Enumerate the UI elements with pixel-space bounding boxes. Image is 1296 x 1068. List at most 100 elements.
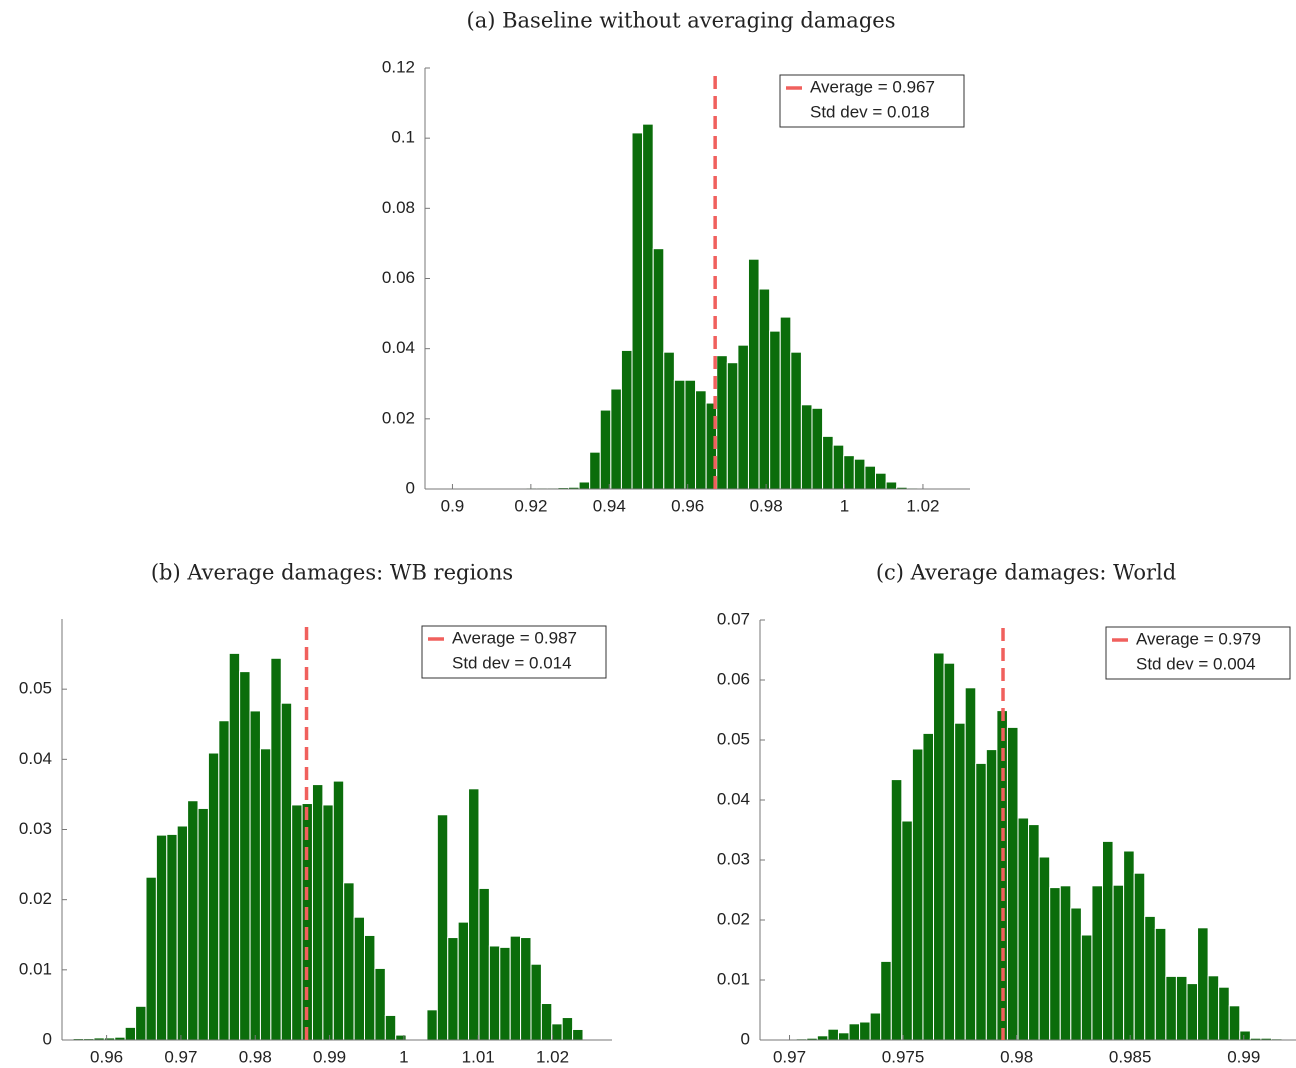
x-tick-label: 0.96 [90,1047,123,1066]
bar [832,444,845,490]
bar [1038,856,1051,1041]
bar [436,814,449,1041]
bar [890,779,903,1041]
bar [1175,975,1188,1041]
bar [695,390,707,490]
bar [1165,975,1177,1041]
y-tick-label: 0.03 [19,819,52,838]
bar [673,379,686,490]
bar [779,316,792,490]
bar [145,876,157,1041]
x-tick-label: 1 [399,1047,408,1066]
bar [848,1023,861,1041]
legend-box [1105,626,1291,680]
bar [364,934,376,1041]
bar [1144,915,1156,1041]
bar [551,1023,563,1041]
bar [599,409,612,490]
bar [166,833,178,1041]
bar [922,732,935,1041]
x-tick-label: 0.99 [313,1047,346,1066]
x-tick-label: 1 [840,496,849,515]
bar [864,465,877,490]
y-tick-label: 0.06 [717,669,750,688]
bar [197,807,209,1041]
bar [790,351,802,490]
legend-label: Average = 0.967 [810,77,935,96]
legend-box [779,74,965,128]
bar [478,887,490,1041]
chart-title: (b) Average damages: WB regions [151,561,513,585]
bar [540,1003,553,1041]
x-tick-label: 1.02 [536,1047,569,1066]
x-tick-label: 0.99 [1227,1047,1260,1066]
bar [589,451,601,490]
bar [509,935,522,1041]
bar [954,722,966,1041]
bar [769,330,781,490]
x-tick-label: 0.98 [1000,1047,1033,1066]
y-tick-label: 0.06 [382,268,415,287]
chart-title: (c) Average damages: World [876,561,1176,585]
bar [1070,907,1082,1041]
bar [374,967,386,1041]
y-tick-label: 0.04 [382,338,415,357]
bar [1112,884,1125,1041]
bar [1197,927,1209,1041]
bar [259,748,272,1041]
y-tick-label: 0.03 [717,849,750,868]
bar [843,455,855,490]
x-tick-label: 0.975 [882,1047,925,1066]
bar [1059,885,1072,1041]
bar [911,748,924,1041]
bar [291,804,303,1041]
bar [901,820,913,1041]
legend-label: Std dev = 0.018 [810,102,930,121]
bar [530,963,542,1041]
y-tick-label: 0 [741,1029,750,1048]
bar [578,481,591,490]
bar [135,1005,147,1041]
bar [1017,817,1030,1041]
bar [343,882,355,1041]
bar [975,762,987,1041]
x-tick-label: 0.96 [671,496,704,515]
x-tick-label: 0.97 [164,1047,197,1066]
bar [187,800,199,1041]
bar [239,671,251,1041]
y-tick-label: 0 [406,478,415,497]
bar [1186,983,1199,1041]
bar [859,1021,871,1041]
chart-title: (a) Baseline without averaging damages [467,9,896,33]
y-tick-label: 0.08 [382,198,415,217]
bar [853,458,866,490]
bar [875,472,887,490]
bar [800,404,813,490]
bar [747,258,760,490]
bar [1101,840,1114,1041]
bar [816,1035,829,1041]
bar [1154,927,1167,1041]
y-tick-label: 0.02 [717,909,750,928]
legend-label: Average = 0.987 [452,628,577,647]
bar [726,362,739,490]
bar [869,1012,882,1041]
y-tick-label: 0.05 [717,729,750,748]
bar [207,752,220,1041]
bar [322,804,334,1041]
bar [228,652,241,1041]
x-tick-label: 0.97 [773,1047,806,1066]
bar [572,1028,584,1041]
bar [610,388,622,490]
bar [1218,986,1230,1041]
y-tick-label: 0.07 [717,609,750,628]
bar [457,921,470,1041]
bar [985,749,998,1041]
bar [1091,885,1103,1041]
x-tick-label: 0.985 [1109,1047,1152,1066]
y-tick-label: 0.01 [19,959,52,978]
bar [270,657,282,1041]
bar [880,960,892,1041]
bar [885,481,898,490]
